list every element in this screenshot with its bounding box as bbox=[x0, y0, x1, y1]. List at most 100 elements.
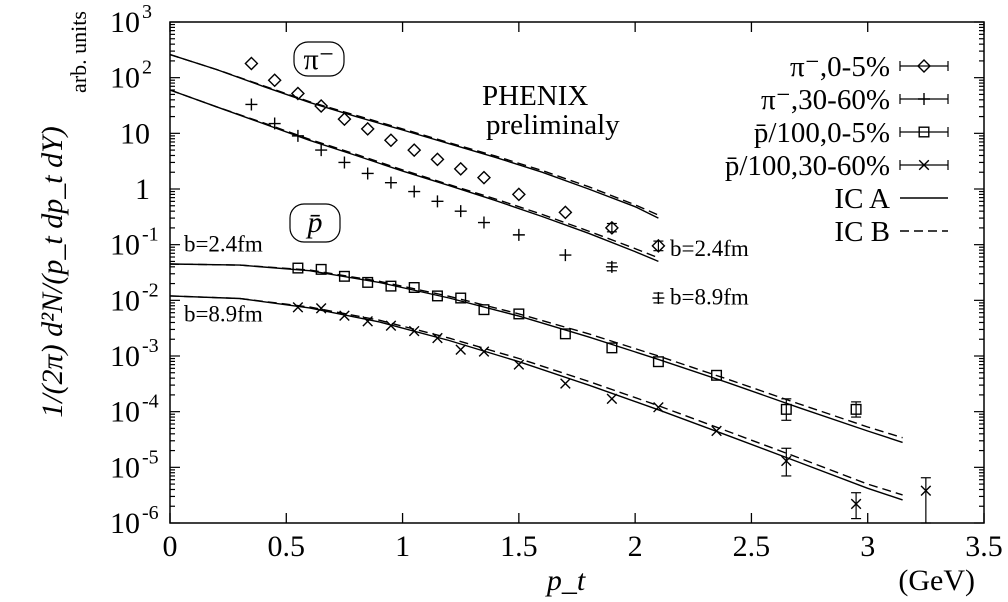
y-tick-exponent: -6 bbox=[142, 502, 159, 524]
data-point bbox=[431, 195, 444, 208]
data-point bbox=[268, 117, 281, 130]
y-tick-label: 10 bbox=[110, 229, 140, 262]
legend-marker bbox=[918, 93, 930, 105]
data-point bbox=[850, 498, 862, 510]
curve-ic-b bbox=[169, 53, 659, 216]
curve-ic-a bbox=[169, 295, 903, 501]
data-point bbox=[314, 98, 329, 113]
data-point bbox=[558, 205, 573, 220]
pion-box-label: π⁻ bbox=[304, 43, 335, 76]
y-tick-label: 10 bbox=[110, 340, 140, 373]
data-point bbox=[477, 216, 490, 229]
b-label: b=2.4fm bbox=[184, 232, 263, 257]
data-point bbox=[559, 249, 572, 262]
x-tick-label: 2.5 bbox=[733, 530, 771, 563]
data-point bbox=[338, 270, 350, 282]
data-point bbox=[430, 152, 445, 167]
y-tick-exponent: 3 bbox=[142, 1, 152, 23]
data-point bbox=[431, 290, 443, 302]
x-axis-unit: (GeV) bbox=[898, 564, 975, 597]
data-point bbox=[385, 280, 397, 292]
data-point bbox=[513, 359, 525, 370]
x-tick-label: 2 bbox=[628, 530, 643, 563]
data-point bbox=[432, 332, 443, 344]
x-tick-label: 1.5 bbox=[500, 530, 538, 563]
data-point bbox=[244, 56, 259, 71]
data-point bbox=[711, 425, 722, 437]
data-point bbox=[361, 167, 374, 180]
data-point bbox=[315, 144, 328, 157]
impact-parameter-labels: b=2.4fm b=8.9fm b=2.4fm b=8.9fm bbox=[184, 232, 749, 327]
data-point bbox=[478, 304, 490, 316]
data-point bbox=[315, 263, 327, 275]
y-tick-label: 10 bbox=[110, 284, 140, 317]
data-point bbox=[512, 228, 525, 241]
proton-box bbox=[289, 203, 341, 243]
proton-box-label: p̄ bbox=[306, 206, 323, 239]
data-point bbox=[362, 276, 374, 288]
curve-ic-b bbox=[169, 295, 903, 496]
plot-frame bbox=[169, 21, 985, 524]
y-tick-exponent: -5 bbox=[142, 446, 159, 468]
data-point bbox=[850, 403, 862, 415]
curve-ic-b bbox=[169, 263, 903, 439]
data-point bbox=[337, 112, 352, 127]
data-point bbox=[605, 260, 618, 273]
y-tick-label: 10 bbox=[110, 62, 140, 95]
data-point bbox=[780, 403, 792, 415]
data-point bbox=[455, 344, 467, 355]
b-label: b=8.9fm bbox=[670, 284, 749, 309]
legend-label: π⁻,30-60% bbox=[761, 84, 890, 116]
data-point bbox=[291, 129, 304, 142]
y-tick-label: 10 bbox=[120, 117, 150, 150]
data-point bbox=[651, 238, 666, 253]
data-point bbox=[290, 86, 305, 101]
data-point bbox=[267, 73, 282, 88]
data-point bbox=[781, 455, 792, 467]
data-point bbox=[407, 143, 422, 158]
data-point bbox=[920, 485, 932, 497]
data-point bbox=[454, 205, 467, 218]
data-point bbox=[408, 325, 420, 337]
data-point bbox=[385, 320, 397, 332]
data-point bbox=[384, 176, 397, 189]
legend-label: IC A bbox=[834, 183, 890, 215]
y-tick-label: 10 bbox=[110, 396, 140, 429]
data-point bbox=[606, 342, 618, 354]
data-point bbox=[478, 346, 490, 357]
y-tick-exponent: -3 bbox=[142, 335, 159, 357]
pion-box bbox=[293, 41, 345, 77]
data-point bbox=[652, 356, 664, 368]
data-point bbox=[292, 301, 304, 313]
legend-marker bbox=[918, 159, 930, 171]
y-tick-label: 1 bbox=[135, 173, 150, 206]
legend-label: p̄/100,0-5% bbox=[754, 117, 890, 149]
data-point bbox=[511, 187, 526, 202]
y-tick-exponent: -1 bbox=[142, 224, 159, 246]
data-point bbox=[245, 98, 258, 111]
experiment-label-line1: PHENIX bbox=[482, 80, 588, 112]
data-point bbox=[338, 156, 351, 169]
y-tick-exponent: -4 bbox=[142, 391, 159, 413]
data-point bbox=[408, 185, 421, 198]
legend-label: IC B bbox=[834, 216, 890, 248]
legend: π⁻,0-5%π⁻,30-60%p̄/100,0-5%p̄/100,30-60%… bbox=[725, 51, 949, 248]
data-point bbox=[559, 328, 571, 340]
x-tick-label: 0.5 bbox=[268, 530, 306, 563]
data-point bbox=[362, 316, 373, 327]
data-point bbox=[383, 133, 398, 148]
data-point bbox=[560, 378, 571, 389]
data-point bbox=[604, 220, 619, 235]
b-label: b=8.9fm bbox=[184, 301, 263, 326]
data-point bbox=[315, 302, 327, 314]
x-tick-label: 3 bbox=[860, 530, 875, 563]
data-point bbox=[455, 292, 467, 304]
legend-label: π⁻,0-5% bbox=[790, 51, 890, 83]
data-point bbox=[339, 310, 350, 321]
y-tick-label: 10 bbox=[110, 6, 140, 39]
y-tick-exponent: 2 bbox=[142, 57, 152, 79]
x-axis-label: p_t bbox=[545, 564, 586, 597]
experiment-label-line2: preliminaly bbox=[486, 109, 620, 141]
